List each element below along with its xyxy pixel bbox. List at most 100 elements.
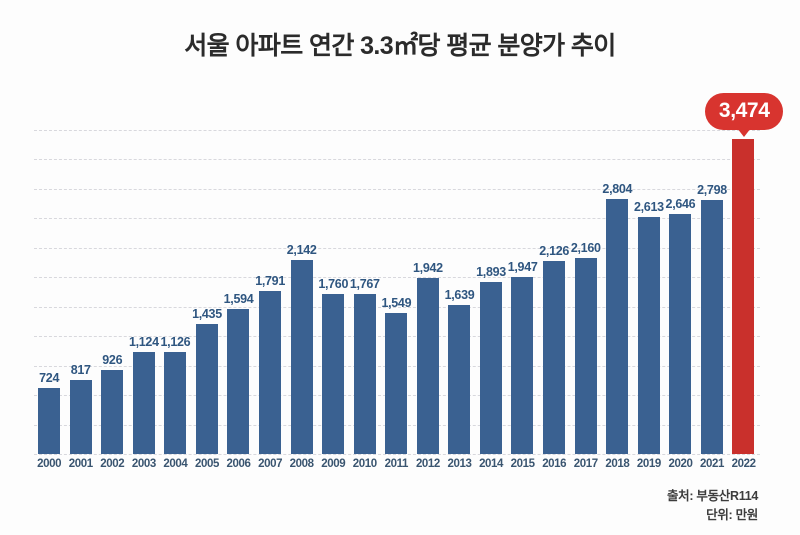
bar-group[interactable]: 1,893 <box>476 100 506 454</box>
bar-group[interactable]: 1,760 <box>318 100 348 454</box>
bar-group[interactable]: 2,126 <box>539 100 569 454</box>
bar[interactable] <box>479 282 502 454</box>
bar-highlight[interactable] <box>732 138 755 454</box>
bar[interactable] <box>101 369 124 454</box>
x-axis-tick-label: 2016 <box>542 458 567 470</box>
bar[interactable] <box>353 293 376 454</box>
bar-value-label: 1,639 <box>444 288 475 303</box>
bar[interactable] <box>448 305 471 454</box>
x-axis-tick-label: 2004 <box>163 458 188 470</box>
bar-value-label: 2,126 <box>539 244 570 259</box>
x-axis-tick-label: 2001 <box>68 458 93 470</box>
bar[interactable] <box>669 213 692 454</box>
bar[interactable] <box>258 291 281 454</box>
bar-group[interactable]: 1,942 <box>413 100 443 454</box>
bar[interactable] <box>385 313 408 454</box>
x-axis-tick-label: 2006 <box>226 458 251 470</box>
chart-footnotes: 출처: 부동산R114 단위: 만원 <box>667 487 758 526</box>
bar[interactable] <box>322 294 345 454</box>
x-axis-tick-label: 2008 <box>289 458 314 470</box>
x-axis-tick-label: 2011 <box>384 458 409 470</box>
bar[interactable] <box>606 199 629 454</box>
bar[interactable] <box>227 309 250 454</box>
bar[interactable] <box>543 261 566 454</box>
bar-value-label: 817 <box>70 362 91 377</box>
bar-value-label: 1,594 <box>223 292 254 307</box>
bar[interactable] <box>574 257 597 454</box>
x-axis-tick-label: 2007 <box>258 458 283 470</box>
bar-group[interactable]: 1,639 <box>444 100 475 454</box>
x-axis-tick-label: 2021 <box>700 458 724 470</box>
plot-area: 724 817 926 1,124 1,126 1,435 1,594 1,791 2,142 1… <box>34 100 760 455</box>
bar[interactable] <box>164 351 187 454</box>
bar-group[interactable]: 1,124 <box>129 100 159 454</box>
bar-group[interactable]: 2,613 <box>634 100 664 454</box>
gridline <box>34 277 760 278</box>
bar-value-label: 1,549 <box>381 296 412 311</box>
bar-value-label: 1,435 <box>192 306 222 321</box>
gridline <box>34 129 760 131</box>
bar-value-label: 1,124 <box>128 334 159 349</box>
highlight-callout: 3,474 <box>705 92 784 137</box>
bar[interactable] <box>700 200 723 454</box>
bar-value-label: 1,893 <box>476 265 506 280</box>
x-axis-tick-label: 2005 <box>194 458 219 470</box>
bar[interactable] <box>511 277 534 454</box>
chart-title: 서울 아파트 연간 3.3㎡당 평균 분양가 추이 <box>184 32 616 60</box>
bar[interactable] <box>416 277 439 454</box>
x-axis-tick-label: 2020 <box>668 458 693 470</box>
x-axis-tick-label: 2018 <box>605 458 630 470</box>
bar-group[interactable]: 1,767 <box>350 100 380 454</box>
bar-value-label: 1,760 <box>318 277 349 292</box>
gridline <box>34 306 760 308</box>
bars-layer: 724 817 926 1,124 1,126 1,435 1,594 1,791 2,142 1… <box>34 100 760 454</box>
bar[interactable] <box>132 351 155 454</box>
bar-value-label: 1,126 <box>160 334 191 349</box>
bar-value-label: 2,613 <box>633 199 664 214</box>
x-axis-tick-label: 2014 <box>479 458 504 470</box>
gridline <box>34 188 760 190</box>
x-axis-tick-label: 2012 <box>415 458 440 470</box>
bar[interactable] <box>38 388 60 454</box>
bar-value-label: 2,798 <box>697 183 727 198</box>
bar-group[interactable]: 926 <box>97 100 127 454</box>
bar-group[interactable]: 2,798 <box>697 100 727 454</box>
bar-value-label: 2,142 <box>286 242 317 257</box>
bar-group[interactable]: 2,804 <box>602 100 633 454</box>
bar[interactable] <box>195 323 218 454</box>
bar-group[interactable]: 724 <box>34 100 64 454</box>
x-axis-labels: 2000 2001 2002 2003 2004 2005 2006 2007 2008 2009… <box>34 458 760 478</box>
unit-note: 단위: 만원 <box>706 508 758 523</box>
bar-group[interactable] <box>728 100 758 454</box>
bar-value-label: 2,646 <box>665 196 696 211</box>
x-axis-tick-label: 2002 <box>100 458 125 470</box>
bar[interactable] <box>69 379 92 454</box>
bar-group[interactable]: 2,142 <box>287 100 317 454</box>
bar-group[interactable]: 1,594 <box>223 100 254 454</box>
bar-group[interactable]: 1,947 <box>507 100 538 454</box>
bar-group[interactable]: 1,791 <box>255 100 285 454</box>
bar[interactable] <box>290 259 313 454</box>
bar-value-label: 1,767 <box>349 276 380 291</box>
bar-group[interactable]: 1,435 <box>192 100 222 454</box>
x-axis-tick-label: 2017 <box>573 458 598 470</box>
x-axis-tick-label: 2015 <box>510 458 535 470</box>
gridline <box>34 247 760 249</box>
gridline <box>34 218 760 219</box>
bar-group[interactable]: 2,646 <box>665 100 696 454</box>
x-axis-tick-label: 2019 <box>636 458 661 470</box>
bar-value-label: 2,160 <box>570 240 601 255</box>
bar-group[interactable]: 2,160 <box>571 100 601 454</box>
source-note: 출처: 부동산R114 <box>666 489 758 503</box>
bar-group[interactable]: 1,549 <box>381 100 412 454</box>
gridline <box>34 159 760 160</box>
highlight-callout-value: 3,474 <box>705 92 784 130</box>
bar-group[interactable]: 1,126 <box>160 100 191 454</box>
bar[interactable] <box>637 216 660 454</box>
bar-value-label: 1,947 <box>507 260 538 275</box>
bar-value-label: 2,804 <box>602 182 633 197</box>
bar-value-label: 724 <box>39 371 60 386</box>
bar-group[interactable]: 817 <box>66 100 96 454</box>
bar-value-label: 926 <box>102 352 123 367</box>
